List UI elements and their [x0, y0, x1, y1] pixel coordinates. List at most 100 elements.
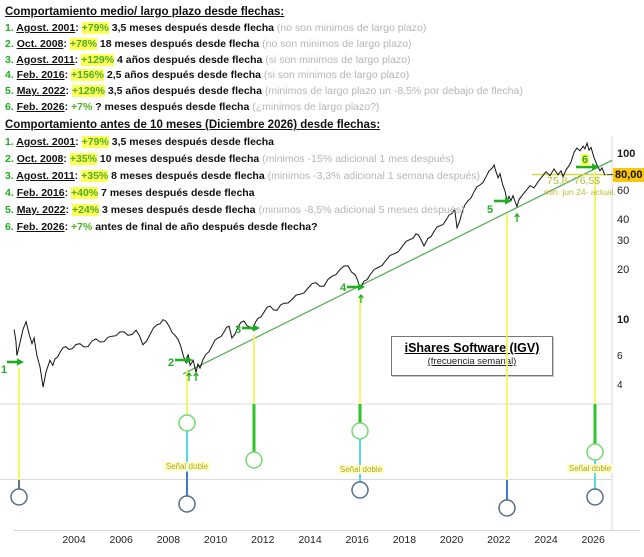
- item-colon: :: [65, 204, 72, 216]
- item-percent: +40%: [70, 187, 99, 199]
- up-arrow-icon-2: [193, 371, 199, 381]
- item-text: antes de final de año después desde flec…: [92, 221, 318, 233]
- item-date: Feb. 2016: [16, 69, 65, 82]
- item-number: 1.: [5, 136, 17, 148]
- item-date: Agost. 2001: [16, 22, 76, 34]
- item-text: 7 meses después desde flecha: [98, 187, 255, 199]
- item-number: 3.: [5, 170, 17, 182]
- item-date: Feb. 2026: [16, 100, 65, 113]
- item-percent: +79%: [81, 136, 109, 148]
- flecha-arrowhead-icon-6: [592, 163, 599, 171]
- item-text: 18 meses después desde flecha: [96, 37, 263, 50]
- item-percent: +129%: [81, 53, 115, 66]
- item-colon: :: [64, 187, 71, 199]
- item-note: (no son minimos de largo plazo): [276, 22, 427, 34]
- item-percent: +79%: [81, 22, 109, 34]
- green-signal-circle-4: [351, 422, 369, 440]
- item-date: Agost. 2011: [16, 53, 75, 66]
- item-colon: :: [65, 85, 72, 98]
- item-text: 3,5 meses después desde flecha: [108, 22, 277, 34]
- annotation-line: 5. May. 2022: +129% 3,5 años después des…: [5, 84, 523, 100]
- item-colon: :: [63, 37, 70, 50]
- annotation-line: 6. Feb. 2026: +7% antes de final de año …: [5, 219, 480, 236]
- item-number: 2.: [5, 153, 17, 165]
- green-signal-circle-3: [245, 451, 263, 469]
- item-colon: :: [74, 170, 82, 182]
- item-percent: +24%: [71, 204, 100, 216]
- annotation-line: 4. Feb. 2016: +40% 7 meses después desde…: [5, 185, 480, 202]
- dark-signal-circle-4: [351, 481, 369, 499]
- annotation-line: 6. Feb. 2026: +7% ? meses después desde …: [5, 100, 523, 116]
- item-date: Agost. 2001: [16, 136, 76, 148]
- annotation-line: 3. Agost. 2011: +129% 4 años después des…: [5, 53, 523, 69]
- item-date: Oct. 2008: [16, 37, 64, 50]
- item-number: 6.: [5, 221, 17, 233]
- item-colon: :: [64, 69, 71, 82]
- annotation-line: 3. Agost. 2011: +35% 8 meses después des…: [5, 168, 480, 185]
- annotation-line: 5. May. 2022: +24% 3 meses después desde…: [5, 202, 480, 219]
- block1-items: 1. Agost. 2001: +79% 3,5 meses después d…: [5, 21, 523, 116]
- block2-items: 1. Agost. 2001: +79% 3,5 meses después d…: [5, 134, 480, 236]
- item-colon: :: [75, 22, 82, 34]
- flecha-arrowhead-icon-4: [358, 283, 365, 291]
- item-date: May. 2022: [16, 204, 66, 216]
- item-text: ? meses después desde flecha: [92, 100, 253, 113]
- item-percent: +35%: [81, 170, 109, 182]
- item-number: 4.: [5, 69, 17, 82]
- item-text: 10 meses después desde flecha: [96, 153, 263, 165]
- item-date: Oct. 2008: [16, 153, 64, 165]
- item-date: May. 2022: [16, 85, 66, 98]
- item-date: Feb. 2026: [16, 221, 65, 233]
- item-date: Agost. 2011: [16, 170, 75, 182]
- block1-title: Comportamiento medio/ largo plazo desde …: [5, 6, 285, 18]
- item-number: 1.: [5, 22, 17, 34]
- item-number: 6.: [5, 100, 17, 113]
- dark-signal-circle-5: [498, 499, 516, 517]
- item-text: 8 meses después desde flecha: [108, 170, 268, 182]
- up-arrow-icon-2: [186, 371, 192, 381]
- dark-signal-circle-6: [586, 488, 604, 506]
- dark-signal-circle-2: [178, 495, 196, 513]
- item-note: (no son minimos de largo plazo): [262, 37, 412, 50]
- item-colon: :: [74, 53, 82, 66]
- item-percent: +129%: [71, 85, 105, 98]
- item-colon: :: [75, 136, 82, 148]
- item-colon: :: [64, 100, 71, 113]
- item-note: (¿minimos de largo plazo?): [252, 100, 380, 113]
- annotation-line: 2. Oct. 2008: +35% 10 meses después desd…: [5, 151, 480, 168]
- item-text: 3,5 años después desde flecha: [104, 85, 265, 98]
- chart-subtitle: (frecuencia semanal): [427, 356, 517, 367]
- item-number: 4.: [5, 187, 17, 199]
- item-text: 2,5 años después desde flecha: [103, 69, 264, 82]
- item-note: (minimos de largo plazo un -8,5% por deb…: [264, 85, 523, 98]
- item-note: (si son minimos de largo plazo): [263, 69, 410, 82]
- up-arrow-icon-4: [358, 293, 364, 303]
- annotation-line: 2. Oct. 2008: +78% 18 meses después desd…: [5, 37, 523, 53]
- annotation-line: 4. Feb. 2016: +156% 2,5 años después des…: [5, 68, 523, 84]
- flecha-arrowhead-icon-2: [186, 356, 193, 364]
- flecha-arrowhead-icon-1: [17, 358, 24, 366]
- item-percent: +35%: [69, 153, 97, 165]
- item-number: 5.: [5, 204, 17, 216]
- flecha-arrowhead-icon-3: [253, 324, 260, 332]
- annotation-block-10-months: Comportamiento antes de 10 meses (Diciem…: [5, 119, 480, 236]
- chart-title: iShares Software (IGV): [404, 341, 540, 355]
- chart-title-box: iShares Software (IGV) (frecuencia seman…: [391, 336, 553, 376]
- up-arrow-icon-5: [514, 212, 520, 222]
- item-note: (minimos -3,3% adicional 1 semana despué…: [267, 170, 481, 182]
- price-series-line: [13, 141, 606, 388]
- item-number: 5.: [5, 85, 17, 98]
- item-colon: :: [63, 153, 70, 165]
- item-colon: :: [64, 221, 71, 233]
- item-note: (si son minimos de largo plazo): [265, 53, 411, 66]
- item-percent: +7%: [70, 221, 93, 233]
- item-number: 2.: [5, 37, 17, 50]
- block2-title: Comportamiento antes de 10 meses (Diciem…: [5, 119, 381, 131]
- item-percent: +78%: [69, 37, 97, 50]
- item-note: (minimos -8,5% adicional 5 meses después…: [258, 204, 465, 216]
- item-percent: +156%: [70, 69, 104, 82]
- item-number: 3.: [5, 53, 17, 66]
- annotation-line: 1. Agost. 2001: +79% 3,5 meses después d…: [5, 134, 480, 151]
- item-date: Feb. 2016: [16, 187, 65, 199]
